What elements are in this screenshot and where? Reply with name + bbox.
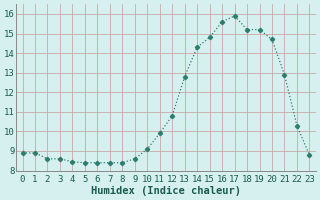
X-axis label: Humidex (Indice chaleur): Humidex (Indice chaleur) [91,186,241,196]
